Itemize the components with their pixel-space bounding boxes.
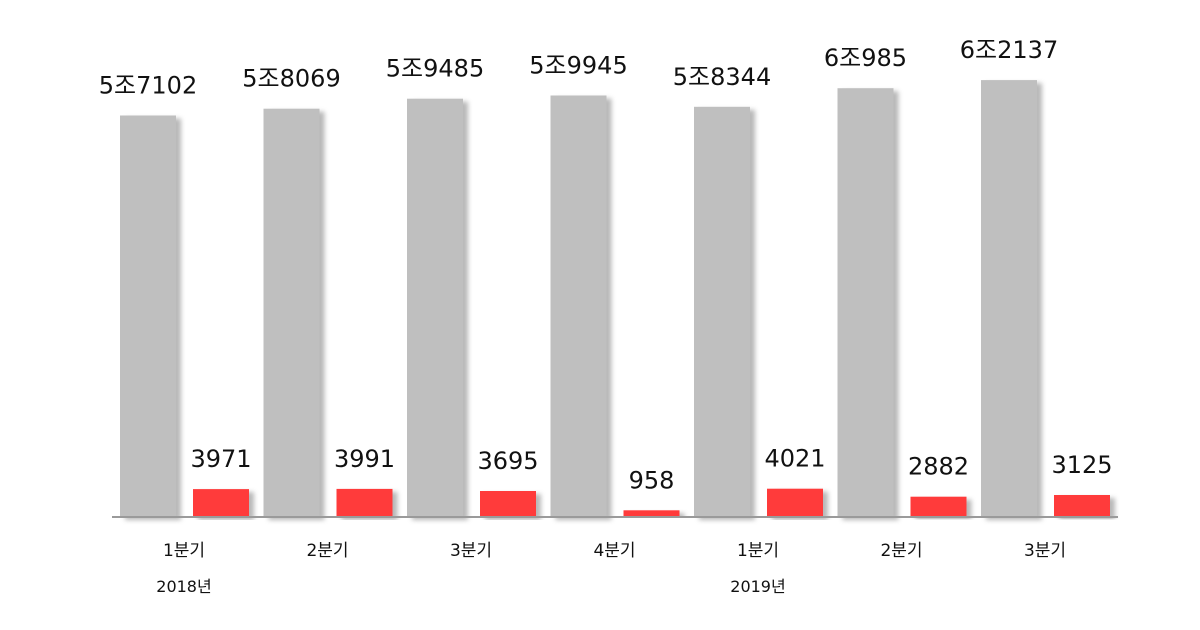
data-label-series-1-6: 6조985 [824,44,907,72]
bar-series-2-1 [193,489,249,517]
bar-series-2-5 [767,488,823,517]
data-label-series-2-3: 3695 [477,447,538,475]
bar-series-2-4 [623,510,680,517]
data-label-series-1-2: 5조8069 [242,65,340,93]
data-label-series-2-1: 3971 [190,445,251,473]
data-label-series-1-4: 5조9945 [529,52,627,80]
data-label-series-1-7: 6조2137 [960,36,1058,64]
bar-series-2-6 [910,496,967,517]
bar-series-1-7 [981,80,1037,517]
x-tick-label-6: 2분기 [880,541,922,561]
data-label-series-2-5: 4021 [764,445,825,473]
x-tick-label-3: 3분기 [450,541,492,561]
data-label-series-2-6: 2882 [908,453,969,481]
x-group-label-1: 2018년 [156,577,211,596]
bar-series-1-1 [120,115,176,517]
data-label-series-1-3: 5조9485 [386,55,484,83]
x-tick-label-4: 4분기 [593,541,635,561]
bar-series-1-3 [407,98,463,517]
data-label-series-2-4: 958 [629,466,675,494]
bar-series-2-3 [480,491,536,517]
bar-series-2-7 [1054,495,1110,517]
bar-series-1-2 [263,108,320,517]
bar-series-1-5 [694,106,750,518]
x-tick-label-1: 1분기 [163,541,205,561]
data-label-series-1-5: 5조8344 [673,63,771,91]
data-label-series-2-2: 3991 [334,445,395,473]
x-tick-label-7: 3분기 [1024,541,1066,561]
x-tick-label-2: 2분기 [306,541,348,561]
x-tick-label-5: 1분기 [737,541,779,561]
bar-series-2-2 [336,488,393,517]
bar-series-1-6 [837,88,894,517]
data-label-series-2-7: 3125 [1051,451,1112,479]
data-label-series-1-1: 5조7102 [99,72,197,100]
bar-series-1-4 [550,95,607,517]
x-group-label-2: 2019년 [730,577,785,596]
